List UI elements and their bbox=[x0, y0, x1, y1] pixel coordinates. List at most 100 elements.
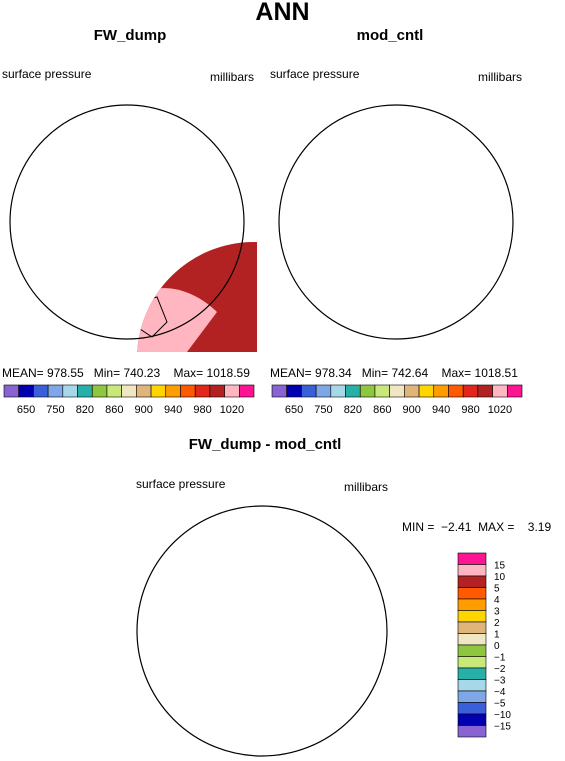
legend-swatch bbox=[457, 610, 487, 623]
max-label: MAX = bbox=[478, 520, 515, 534]
panel2-variable-label: surface pressure bbox=[270, 67, 360, 81]
legend-tick-label: 3 bbox=[494, 607, 500, 618]
colorbar-swatch bbox=[359, 384, 376, 398]
legend-swatch bbox=[457, 656, 487, 669]
max-value: 1018.51 bbox=[474, 366, 518, 380]
legend-swatch bbox=[457, 725, 487, 738]
colorbar-swatch bbox=[315, 384, 332, 398]
panel1-stats: MEAN= 978.55 Min= 740.23 Max= 1018.59 bbox=[2, 366, 250, 380]
panel-title-mod-cntl: mod_cntl bbox=[356, 27, 424, 44]
colorbar-tick-label: 750 bbox=[46, 404, 64, 416]
legend-swatch bbox=[457, 713, 487, 726]
colorbar-swatch bbox=[47, 384, 64, 398]
colorbar-swatch bbox=[477, 384, 493, 398]
legend-tick-label: 15 bbox=[494, 561, 506, 572]
min-value: −2.41 bbox=[441, 520, 472, 534]
colorbar-swatch bbox=[194, 384, 211, 398]
top-maps bbox=[9, 104, 514, 352]
colorbar-swatch bbox=[271, 384, 288, 398]
legend-tick-label: −15 bbox=[494, 722, 511, 733]
colorbar-swatch bbox=[150, 384, 167, 398]
mean-label: MEAN= bbox=[270, 366, 312, 380]
colorbar-swatch bbox=[209, 384, 225, 398]
colorbar-swatch bbox=[301, 384, 317, 398]
main-title: ANN bbox=[255, 0, 310, 26]
diff-title: FW_dump - mod_cntl bbox=[188, 436, 342, 453]
legend-tick-label: 5 bbox=[494, 584, 500, 595]
colorbar-tick-label: 860 bbox=[373, 404, 391, 416]
colorbar-swatch bbox=[345, 384, 361, 398]
legend-tick-label: −5 bbox=[494, 699, 506, 710]
min-label: MIN = bbox=[402, 520, 435, 534]
colorbar-swatch bbox=[506, 384, 523, 398]
colorbar-swatch bbox=[106, 384, 122, 398]
legend-swatch bbox=[457, 621, 487, 634]
colorbar-swatch bbox=[374, 384, 390, 398]
colorbar-tick-label: 650 bbox=[17, 404, 35, 416]
panel2-stats: MEAN= 978.34 Min= 742.64 Max= 1018.51 bbox=[270, 366, 518, 380]
legend-swatch bbox=[457, 587, 487, 600]
colorbar-swatch bbox=[286, 384, 302, 398]
colorbar-swatch bbox=[62, 384, 78, 398]
min-value: 740.23 bbox=[123, 366, 161, 380]
colorbar-swatch bbox=[121, 384, 137, 398]
legend-swatch bbox=[457, 598, 487, 611]
legend-swatch bbox=[457, 633, 487, 646]
colorbar-tick-label: 820 bbox=[76, 404, 94, 416]
diff-units-label: millibars bbox=[344, 480, 389, 494]
max-value: 1018.59 bbox=[206, 366, 250, 380]
legend-tick-label: 4 bbox=[494, 595, 500, 606]
legend-tick-label: 1 bbox=[494, 630, 500, 641]
colorbar-tick-label: 940 bbox=[432, 404, 450, 416]
colorbar-tick-label: 1020 bbox=[488, 404, 512, 416]
legend-swatch bbox=[457, 702, 487, 715]
legend-swatch bbox=[457, 690, 487, 703]
colorbar-swatch bbox=[404, 384, 420, 398]
colorbar-tick-label: 940 bbox=[164, 404, 182, 416]
colorbar-swatch bbox=[91, 384, 108, 398]
legend-tick-label: −2 bbox=[494, 664, 506, 675]
colorbar-swatch bbox=[418, 384, 435, 398]
legend-swatch bbox=[457, 667, 487, 680]
legend-tick-label: −4 bbox=[494, 687, 506, 698]
colorbar-fw-dump: 650 750 820 860 900 940 980 1020 bbox=[3, 384, 255, 416]
colorbar-tick-label: 820 bbox=[344, 404, 362, 416]
colorbar-swatch bbox=[462, 384, 479, 398]
colorbar-tick-label: 650 bbox=[285, 404, 303, 416]
colorbar-swatch bbox=[18, 384, 34, 398]
colorbar-tick-label: 750 bbox=[314, 404, 332, 416]
mean-value: 978.34 bbox=[315, 366, 352, 380]
colorbar-tick-label: 900 bbox=[135, 404, 153, 416]
min-value: 742.64 bbox=[391, 366, 429, 380]
colorbar-swatch bbox=[238, 384, 255, 398]
legend-swatch bbox=[457, 564, 487, 577]
legend-swatch bbox=[457, 679, 487, 692]
legend-tick-label: 0 bbox=[494, 641, 500, 652]
colorbar-swatch bbox=[180, 384, 196, 398]
mean-label: MEAN= bbox=[2, 366, 44, 380]
colorbar-swatch bbox=[330, 384, 346, 398]
panel1-variable-label: surface pressure bbox=[2, 67, 92, 81]
colorbar-swatch bbox=[77, 384, 93, 398]
legend-tick-label: −10 bbox=[494, 710, 511, 721]
min-label: Min= bbox=[361, 366, 389, 380]
diff-variable-label: surface pressure bbox=[136, 477, 226, 491]
panel2-units-label: millibars bbox=[478, 70, 523, 84]
legend-tick-label: 2 bbox=[494, 618, 500, 629]
colorbar-tick-label: 900 bbox=[403, 404, 421, 416]
legend-tick-label: 10 bbox=[494, 572, 506, 583]
legend-swatch bbox=[457, 575, 487, 588]
panel1-units-label: millibars bbox=[210, 70, 255, 84]
legend-swatch bbox=[457, 552, 487, 565]
colorbars: 650 750 820 860 900 940 980 1020 650 750 820 860 90… bbox=[3, 384, 523, 416]
colorbar-swatch bbox=[448, 384, 464, 398]
colorbar-tick-label: 980 bbox=[193, 404, 211, 416]
colorbar-tick-label: 860 bbox=[105, 404, 123, 416]
colorbar-swatch bbox=[492, 384, 508, 398]
colorbar-tick-label: 980 bbox=[461, 404, 479, 416]
max-label: Max= bbox=[173, 366, 204, 380]
max-value: 3.19 bbox=[527, 520, 552, 534]
min-label: Min= bbox=[93, 366, 121, 380]
